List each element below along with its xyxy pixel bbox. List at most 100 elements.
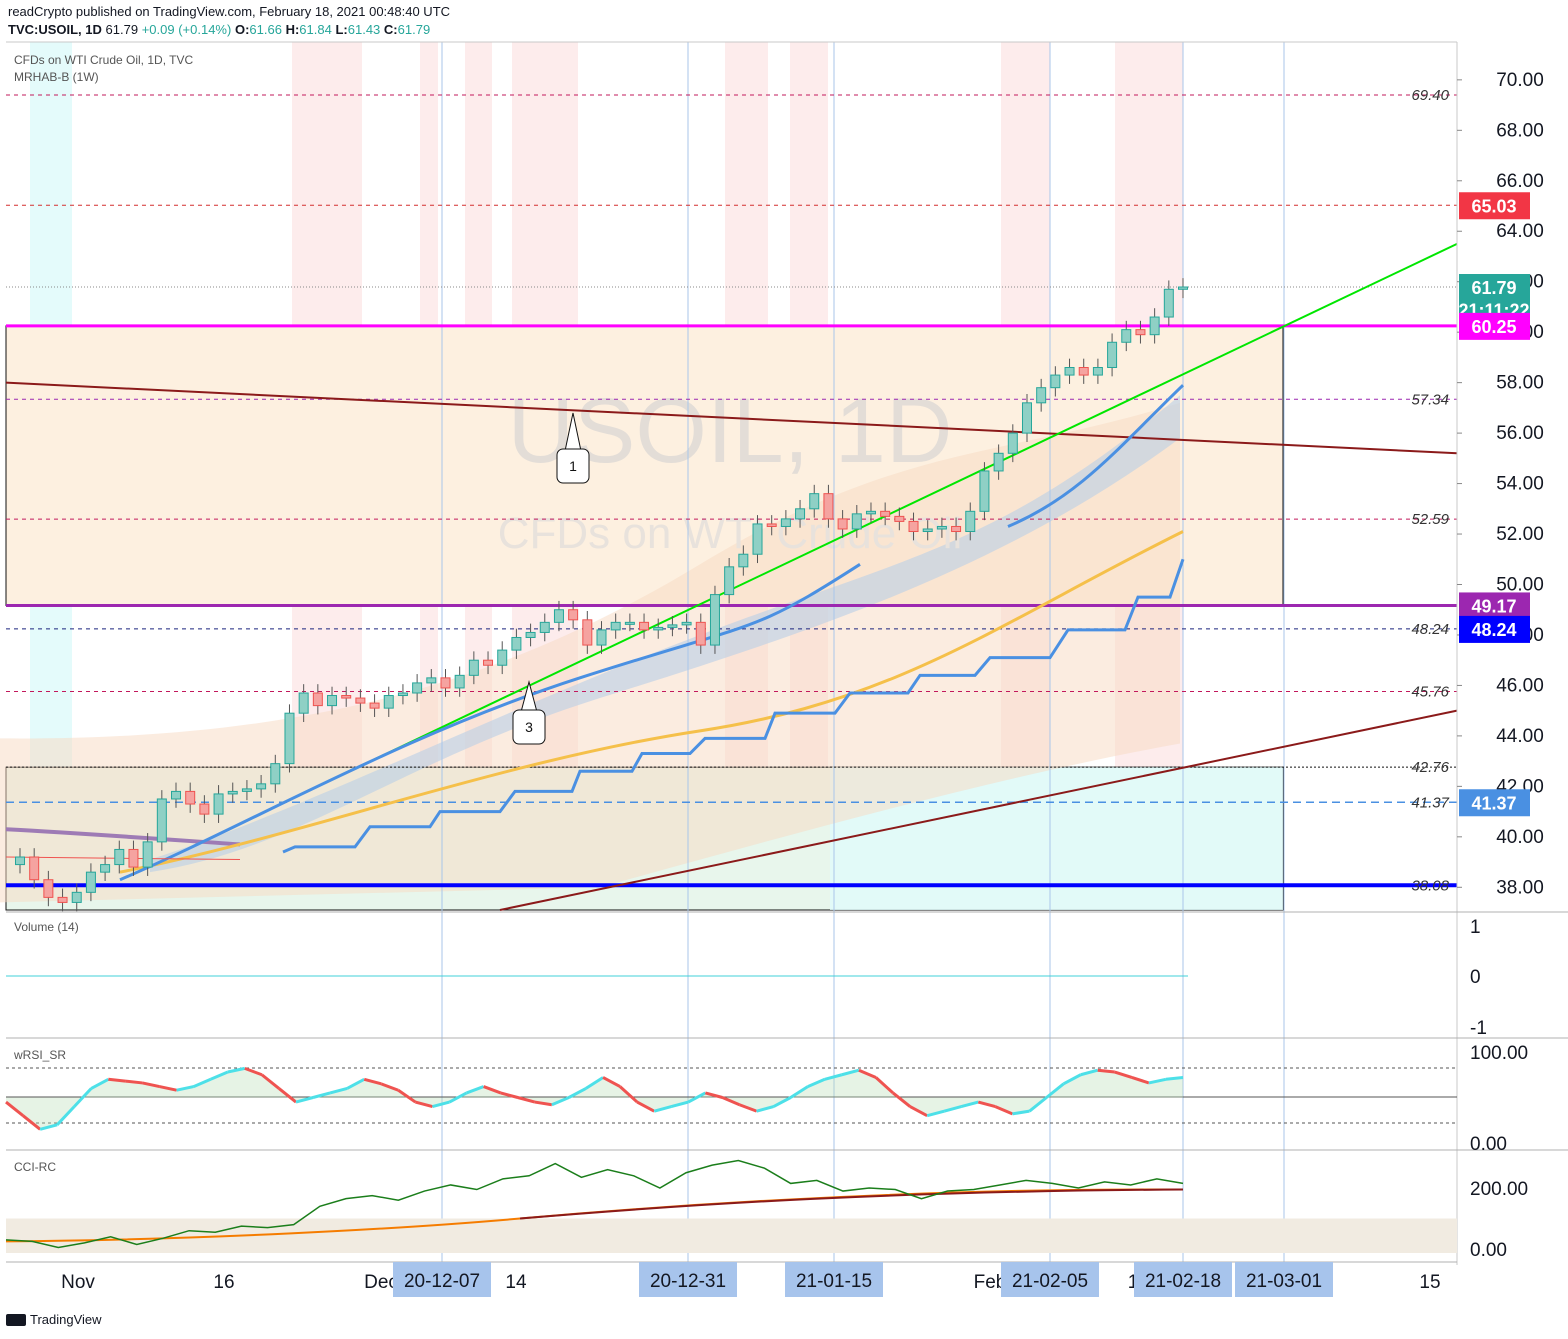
- price-tag: [1459, 592, 1530, 620]
- price-tag: [1459, 312, 1530, 340]
- wrsi-line-segment: [1131, 1076, 1150, 1085]
- wrsi-line-segment: [125, 1079, 143, 1085]
- candle: [965, 510, 976, 533]
- date-label: 21-03-01: [1246, 1271, 1322, 1292]
- trendline-dark-red-lower: [499, 709, 1458, 911]
- candle: [497, 649, 508, 666]
- date-label-box: [1134, 1262, 1232, 1297]
- last-price: 61.79: [105, 22, 139, 37]
- annotation-callout[interactable]: 1: [556, 412, 590, 484]
- wrsi-line-segment: [22, 1114, 42, 1131]
- date-label: 20-12-31: [650, 1271, 726, 1292]
- candle: [213, 793, 224, 815]
- main-pane-indicator[interactable]: MRHAB-B (1W): [14, 70, 99, 84]
- candle: [1092, 367, 1103, 376]
- wrsi-line-segment: [346, 1077, 365, 1090]
- cci-y-tick: 200.00: [1470, 1179, 1528, 1200]
- candle: [1107, 341, 1118, 369]
- candle: [341, 695, 352, 699]
- candle: [355, 697, 366, 704]
- wrsi-line-segment: [943, 1105, 962, 1113]
- volume-y-tick: 1: [1470, 917, 1481, 938]
- candle: [596, 629, 607, 646]
- wrsi-line-segment: [329, 1086, 348, 1095]
- price-tag: [1459, 192, 1530, 220]
- wrsi-line-segment: [483, 1085, 502, 1095]
- wrsi-line-segment: [926, 1109, 945, 1118]
- candle: [1064, 367, 1075, 376]
- callout-label: 3: [525, 719, 533, 735]
- candle: [752, 523, 763, 555]
- candle: [865, 510, 876, 515]
- level-label: 69.40: [1411, 87, 1449, 104]
- date-label-box: [1001, 1262, 1099, 1297]
- volume-pane-label[interactable]: Volume (14): [14, 920, 79, 934]
- publish-info: readCrypto published on TradingView.com,…: [8, 4, 451, 19]
- wrsi-line-segment: [738, 1103, 758, 1113]
- wrsi-line-segment: [1080, 1068, 1099, 1077]
- date-label-box: [639, 1262, 737, 1297]
- y-tick-label: 40.00: [1496, 827, 1544, 848]
- price-change: +0.09 (+0.14%): [141, 22, 232, 37]
- wrsi-line-segment: [176, 1085, 194, 1092]
- candle: [426, 677, 437, 684]
- wrsi-line-segment: [602, 1076, 621, 1088]
- price-tag-label: 61.79: [1471, 278, 1516, 298]
- wrsi-line-segment: [960, 1100, 979, 1109]
- wrsi-line-segment: [108, 1077, 126, 1083]
- cci-pane-label[interactable]: CCI-RC: [14, 1160, 56, 1174]
- candle: [1163, 288, 1174, 318]
- candle: [525, 631, 536, 638]
- wrsi-line-segment: [1012, 1109, 1030, 1116]
- y-tick-label: 56.00: [1496, 423, 1544, 444]
- wrsi-line-segment: [824, 1073, 843, 1081]
- main-pane-desc: CFDs on WTI Crude Oil, 1D, TVC: [14, 53, 193, 67]
- wrsi-line-segment: [892, 1091, 912, 1108]
- candle: [979, 470, 990, 512]
- open-label: O:: [234, 22, 250, 37]
- y-tick-label: 64.00: [1496, 221, 1544, 242]
- wrsi-line-segment: [772, 1096, 792, 1108]
- wrsi-line-segment: [670, 1100, 689, 1109]
- candle: [156, 798, 167, 843]
- wrsi-line-segment: [1062, 1073, 1082, 1086]
- candle: [468, 659, 479, 676]
- cci-line: [5, 1159, 1184, 1249]
- low-label: L:: [335, 22, 348, 37]
- candle: [383, 695, 394, 709]
- wrsi-line-segment: [56, 1105, 76, 1126]
- wrsi-line-segment: [585, 1076, 604, 1090]
- wrsi-line-segment: [244, 1066, 263, 1077]
- wrsi-line-segment: [466, 1085, 485, 1095]
- date-label-box: [1235, 1262, 1333, 1297]
- candle: [553, 609, 564, 623]
- price-tag-label: 65.03: [1471, 196, 1516, 216]
- candle: [709, 594, 720, 646]
- candle: [454, 674, 465, 689]
- candle: [993, 452, 1004, 472]
- symbol-label[interactable]: TVC:USOIL, 1D: [8, 22, 102, 37]
- x-tick-label: Dec: [364, 1272, 398, 1293]
- wrsi-line-segment: [142, 1081, 160, 1089]
- wrsi-line-segment: [858, 1068, 877, 1079]
- date-label: 21-01-15: [796, 1271, 872, 1292]
- wrsi-line-segment: [1148, 1077, 1167, 1085]
- y-tick-label: 66.00: [1496, 171, 1544, 192]
- candle: [610, 621, 621, 631]
- wrsi-line-segment: [687, 1091, 707, 1104]
- x-tick-label: Feb: [974, 1272, 1007, 1293]
- price-tag-label: 48.24: [1471, 620, 1516, 640]
- wrsi-line-segment: [432, 1100, 450, 1109]
- y-tick-label: 50.00: [1496, 575, 1544, 596]
- y-tick-label: 38.00: [1496, 877, 1544, 898]
- candle: [568, 609, 579, 621]
- candle: [851, 513, 862, 530]
- wrsi-pane-label[interactable]: wRSI_SR: [13, 1048, 66, 1062]
- ma-blue-2: [1007, 384, 1185, 528]
- wrsi-line-segment: [73, 1087, 93, 1108]
- low-value: 61.43: [347, 22, 381, 37]
- annotation-callout[interactable]: 3: [512, 680, 546, 745]
- price-tag: [1459, 789, 1530, 817]
- candle: [795, 508, 806, 520]
